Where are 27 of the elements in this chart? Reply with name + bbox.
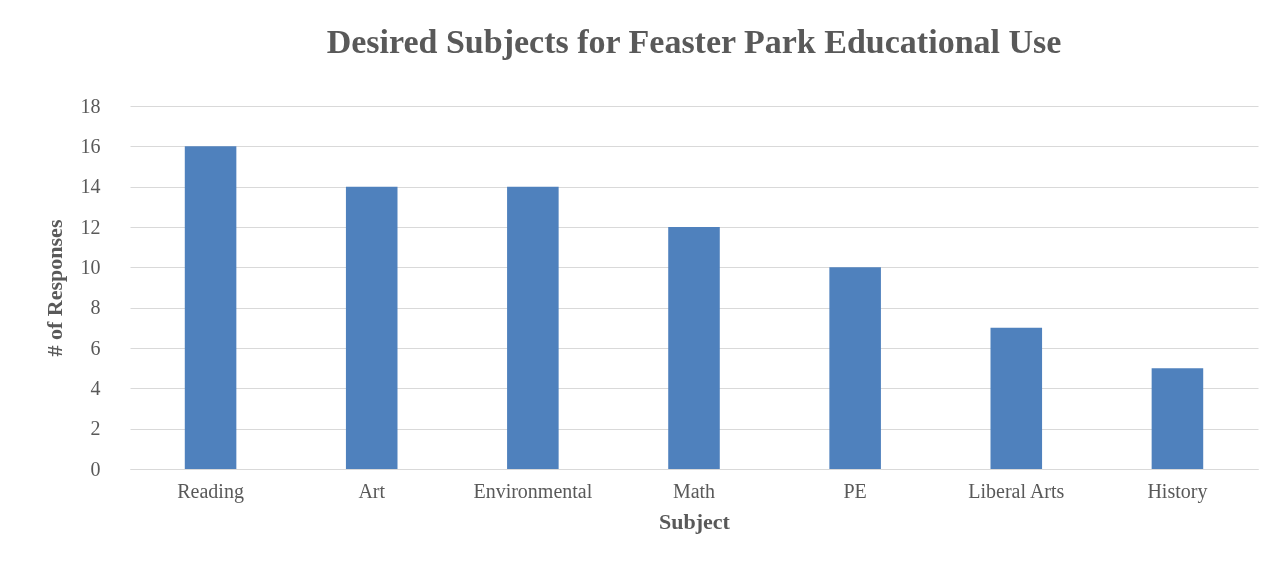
chart-title: Desired Subjects for Feaster Park Educational Use [326,23,1062,60]
x-tick-label: Environmental [473,479,593,502]
bar [184,146,237,469]
x-tick-label: History [1147,479,1208,503]
x-tick-label: PE [843,479,867,502]
y-tick-label: 6 [90,336,101,359]
y-axis-title: # of Responses [41,219,67,357]
bar [1151,368,1204,469]
y-tick-label: 16 [80,134,101,157]
bar [668,227,720,469]
bar [507,186,559,469]
y-tick-label: 4 [90,376,101,399]
y-tick-label: 18 [80,94,101,117]
y-tick-label: 12 [80,215,101,238]
y-tick-label: 14 [80,175,101,198]
x-axis-title: Subject [659,508,731,534]
x-tick-label: Math [672,479,716,502]
x-tick-label: Reading [177,479,244,503]
y-tick-label: 0 [90,457,101,480]
bar [345,186,398,469]
y-tick-label: 8 [90,296,101,319]
x-tick-label: Art [358,479,386,502]
x-tick-label: Liberal Arts [968,479,1065,502]
bar [990,327,1043,469]
y-tick-label: 2 [90,417,101,440]
y-tick-label: 10 [80,255,101,278]
bar [829,267,881,469]
